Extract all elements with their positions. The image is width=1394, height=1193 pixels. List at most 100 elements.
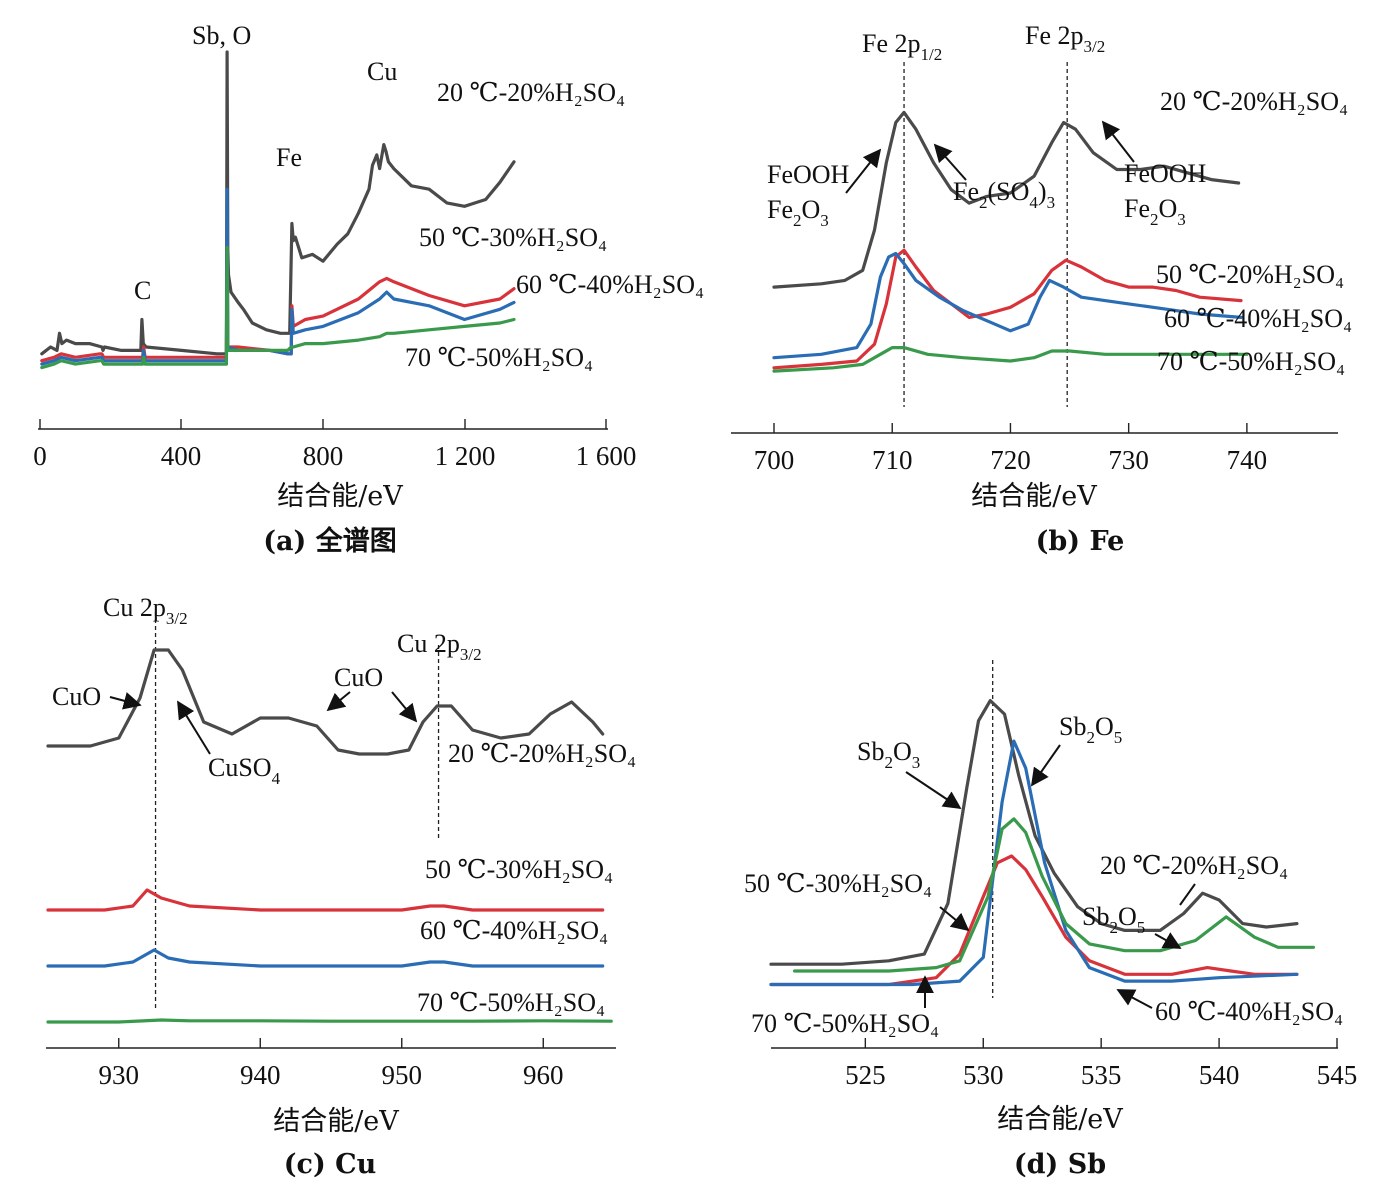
panel-b-arrow-fe2so43: [933, 143, 967, 181]
panel-d-arrow-sb2o3: [905, 771, 962, 809]
panel-b-label-fe2o3-right: Fe2O3: [1124, 194, 1186, 229]
panel-d-arrow-60: [1116, 989, 1153, 1009]
panel-c-ticks: 930 940 950 960: [99, 1038, 564, 1090]
panel-a-series-60: [40, 187, 516, 366]
panel-b-series-label-70: 70 ℃-50%H₂SO₄: [1157, 347, 1345, 376]
panel-a-tick-label-1: 400: [161, 441, 202, 471]
panel-b: 700 710 720 730 740 Fe 2p1/2 Fe 2p3/2 FeOOH …: [731, 21, 1352, 557]
panel-c-xlabel: 结合能/eV: [273, 1106, 399, 1137]
panel-b-arrow-feooh-right: [1101, 120, 1135, 163]
panel-c-tick-label-1: 940: [240, 1060, 281, 1090]
panel-a-tick-label-2: 800: [303, 441, 344, 471]
panel-a-label-c: C: [134, 276, 151, 305]
panel-a-label-sbo: Sb, O: [192, 21, 251, 50]
panel-b-label-fe2so43: Fe2(SO4)3: [953, 177, 1055, 212]
panel-c: 930 940 950 960 Cu 2p3/2 Cu 2p3/2 CuO CuO C…: [46, 593, 636, 1180]
panel-c-caption: (c) Cu: [284, 1149, 377, 1180]
panel-d-ticks: 525 530 535 540 545: [845, 1038, 1357, 1090]
panel-c-series-60: [46, 948, 605, 968]
panel-a-tick-label-3: 1 200: [435, 441, 496, 471]
panel-b-tick-label-4: 740: [1227, 445, 1268, 475]
panel-a-tick-label-0: 0: [33, 441, 47, 471]
panel-d-tick-label-1: 530: [963, 1060, 1004, 1090]
panel-c-series-label-70: 70 ℃-50%H₂SO₄: [417, 988, 605, 1017]
panel-b-arrow-feooh-left: [845, 148, 882, 194]
panel-b-series-70: [772, 346, 1249, 373]
panel-c-label-cu2p32-left: Cu 2p3/2: [103, 593, 188, 628]
panel-a-xlabel: 结合能/eV: [277, 481, 403, 512]
panel-d-label-sb2o3: Sb2O3: [857, 737, 920, 772]
panel-d-label-sb2o5-top: Sb2O5: [1059, 712, 1122, 747]
panel-c-series-50: [46, 888, 605, 912]
panel-c-series-20: [46, 648, 605, 756]
panel-c-arrow-cuso4: [177, 700, 211, 755]
panel-c-tick-label-2: 950: [382, 1060, 423, 1090]
panel-c-series-label-60: 60 ℃-40%H₂SO₄: [420, 916, 608, 945]
panel-b-series-label-60: 60 ℃-40%H₂SO₄: [1164, 304, 1352, 333]
panel-d-xlabel: 结合能/eV: [997, 1104, 1123, 1135]
panel-a-series-20: [40, 50, 516, 356]
panel-d-tick-label-4: 545: [1317, 1060, 1358, 1090]
panel-a-series-label-50: 50 ℃-30%H₂SO₄: [419, 223, 607, 252]
panel-b-label-feooh-right: FeOOH: [1124, 159, 1207, 188]
panel-d: 525 530 535 540 545 Sb2O3 Sb2O5 Sb2O5 20 ℃-2…: [744, 660, 1357, 1180]
panel-a-series-70: [40, 245, 516, 370]
panel-b-tick-label-3: 730: [1108, 445, 1149, 475]
panel-b-caption: (b) Fe: [1036, 526, 1125, 557]
panel-c-label-cuso4: CuSO4: [208, 753, 281, 788]
panel-d-series-60: [769, 739, 1299, 987]
panel-a-series-group: [40, 50, 516, 370]
panel-a-label-fe: Fe: [276, 143, 302, 172]
panel-c-refline-group: [154, 612, 440, 1010]
panel-d-tick-label-0: 525: [845, 1060, 886, 1090]
panel-c-tick-label-3: 960: [523, 1060, 564, 1090]
panel-d-series-label-20: 20 ℃-20%H₂SO₄: [1100, 851, 1288, 880]
panel-c-series-label-50: 50 ℃-30%H₂SO₄: [425, 855, 613, 884]
panel-d-series-label-50: 50 ℃-30%H₂SO₄: [744, 869, 932, 898]
panel-d-arrow-sb2o5-right: [1154, 932, 1182, 949]
panel-b-series-20: [772, 110, 1241, 289]
panel-a-label-cu: Cu: [367, 57, 397, 86]
panel-c-tick-label-0: 930: [99, 1060, 140, 1090]
panel-b-series-label-20: 20 ℃-20%H₂SO₄: [1160, 87, 1348, 116]
panel-c-arrow-cuo-left: [109, 692, 142, 710]
panel-d-leader-20: [1179, 883, 1196, 906]
panel-c-label-cuo-right: CuO: [334, 663, 383, 692]
panel-c-label-cuo-left: CuO: [52, 682, 101, 711]
panel-b-tick-label-2: 720: [990, 445, 1031, 475]
panel-a-caption: (a) 全谱图: [263, 525, 396, 557]
panel-a-tick-label-4: 1 600: [576, 441, 637, 471]
panel-b-series-50: [772, 248, 1243, 370]
panel-d-tick-label-2: 535: [1081, 1060, 1122, 1090]
panel-d-series-20: [769, 698, 1299, 966]
panel-c-series-70: [46, 1018, 613, 1024]
panel-d-series-group: [769, 698, 1316, 987]
panel-b-label-feooh-left: FeOOH: [767, 160, 850, 189]
panel-c-series-label-20: 20 ℃-20%H₂SO₄: [448, 739, 636, 768]
panel-a-series-label-70: 70 ℃-50%H₂SO₄: [405, 343, 593, 372]
panel-c-label-cu2p32-right: Cu 2p3/2: [397, 629, 482, 664]
panel-a-ticks: 0 400 800 1 200 1 600: [33, 419, 636, 471]
panel-c-arrow-cuo-right-a: [326, 691, 351, 712]
panel-d-series-label-70: 70 ℃-50%H₂SO₄: [751, 1009, 939, 1038]
panel-b-label-fe2p32: Fe 2p3/2: [1025, 21, 1105, 56]
panel-c-series-group: [46, 648, 613, 1024]
panel-c-arrow-cuo-right-b: [391, 691, 418, 723]
panel-d-series-label-60: 60 ℃-40%H₂SO₄: [1155, 997, 1343, 1026]
panel-b-tick-label-0: 700: [754, 445, 795, 475]
panel-d-tick-label-3: 540: [1199, 1060, 1240, 1090]
panel-a-series-label-60: 60 ℃-40%H₂SO₄: [516, 270, 704, 299]
panel-b-series-label-50: 50 ℃-20%H₂SO₄: [1156, 260, 1344, 289]
panel-b-label-fe2o3-left: Fe2O3: [767, 195, 829, 230]
panel-b-ticks: 700 710 720 730 740: [754, 423, 1267, 475]
panel-b-tick-label-1: 710: [872, 445, 913, 475]
panel-d-arrow-sb2o5-top: [1030, 744, 1061, 787]
panel-a: 0 400 800 1 200 1 600 Sb, O Cu Fe C 20 ℃-20%…: [33, 21, 704, 557]
panel-d-arrow-50: [939, 906, 970, 932]
panel-a-series-50: [40, 221, 516, 363]
panel-b-series-60: [772, 251, 1243, 360]
panel-b-series-group: [772, 110, 1249, 373]
panel-a-series-label-20: 20 ℃-20%H₂SO₄: [437, 78, 625, 107]
panel-d-caption: (d) Sb: [1014, 1149, 1106, 1180]
